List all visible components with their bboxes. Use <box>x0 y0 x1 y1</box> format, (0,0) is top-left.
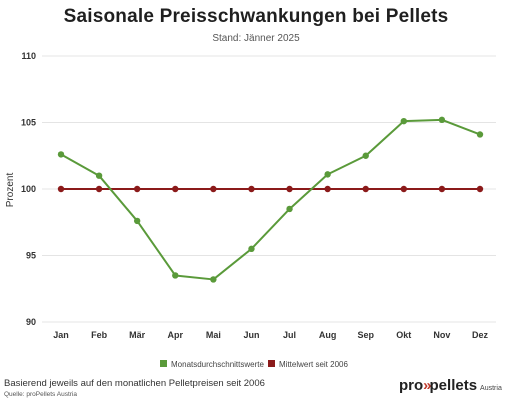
x-tick-label: Nov <box>433 330 450 340</box>
data-point-1 <box>95 185 103 193</box>
legend-swatch <box>160 360 167 367</box>
data-point-0 <box>286 205 293 213</box>
propellets-logo: pro»pellets Austria <box>399 377 502 394</box>
x-tick-label: Okt <box>396 330 411 340</box>
legend-label: Mittelwert seit 2006 <box>279 360 348 369</box>
data-point-1 <box>324 185 331 193</box>
data-point-1 <box>248 185 255 193</box>
data-point-0 <box>362 152 369 159</box>
y-tick-label: 100 <box>21 184 36 194</box>
data-point-1 <box>400 185 408 193</box>
logo-tail: Austria <box>480 385 502 392</box>
data-point-0 <box>95 172 103 179</box>
chart-subtitle: Stand: Jänner 2025 <box>212 33 300 44</box>
data-point-0 <box>133 217 141 225</box>
footnote: Basierend jeweils auf den monatlichen Pe… <box>4 378 265 389</box>
data-point-1 <box>172 185 179 193</box>
y-axis-label: Prozent <box>5 173 16 208</box>
y-tick-label: 110 <box>21 51 36 61</box>
data-point-0 <box>438 116 446 124</box>
logo-part-pellets: pellets <box>429 377 478 394</box>
data-point-1 <box>210 185 217 193</box>
x-tick-label: Sep <box>357 330 374 340</box>
data-point-1 <box>362 185 369 193</box>
x-tick-label: Mai <box>206 330 221 340</box>
data-point-0 <box>57 151 65 158</box>
y-tick-label: 95 <box>26 251 36 261</box>
data-point-1 <box>133 185 141 193</box>
y-axis-ticks: 90 95 100 105 110 <box>21 51 36 327</box>
series-line-0 <box>60 118 481 281</box>
data-point-1 <box>286 185 293 193</box>
x-tick-label: Jun <box>243 330 259 340</box>
legend-label: Monatsdurchschnittswerte <box>171 360 264 369</box>
data-point-1 <box>438 185 446 193</box>
y-tick-label: 105 <box>21 118 36 128</box>
x-tick-label: Feb <box>91 330 108 340</box>
data-point-1 <box>57 185 65 193</box>
data-point-1 <box>476 185 484 193</box>
logo-part-pro: pro <box>399 377 424 394</box>
data-point-0 <box>476 131 484 138</box>
x-tick-label: Dez <box>472 330 489 340</box>
x-tick-label: Aug <box>319 330 337 340</box>
data-point-0 <box>324 171 331 178</box>
x-axis-ticks: Jan Feb Mär Apr Mai Jun Jul Aug Sep Okt Nov Dez <box>53 330 488 340</box>
x-tick-label: Mär <box>129 330 146 340</box>
legend-swatch <box>268 360 275 367</box>
x-tick-label: Jul <box>283 330 296 340</box>
logo-chevrons: » <box>423 377 431 394</box>
y-tick-label: 90 <box>26 317 36 327</box>
series-group <box>57 116 484 283</box>
chart-title: Saisonale Preisschwankungen bei Pellets <box>63 6 449 27</box>
x-tick-label: Apr <box>168 330 184 340</box>
source-note: Quelle: proPellets Austria <box>4 391 77 398</box>
data-point-0 <box>210 276 217 283</box>
legend: Monatsdurchschnittswerte Mittelwert seit … <box>160 360 348 369</box>
x-tick-label: Jan <box>53 330 69 340</box>
data-point-0 <box>400 117 408 125</box>
data-point-0 <box>172 272 179 279</box>
data-point-0 <box>248 245 255 253</box>
